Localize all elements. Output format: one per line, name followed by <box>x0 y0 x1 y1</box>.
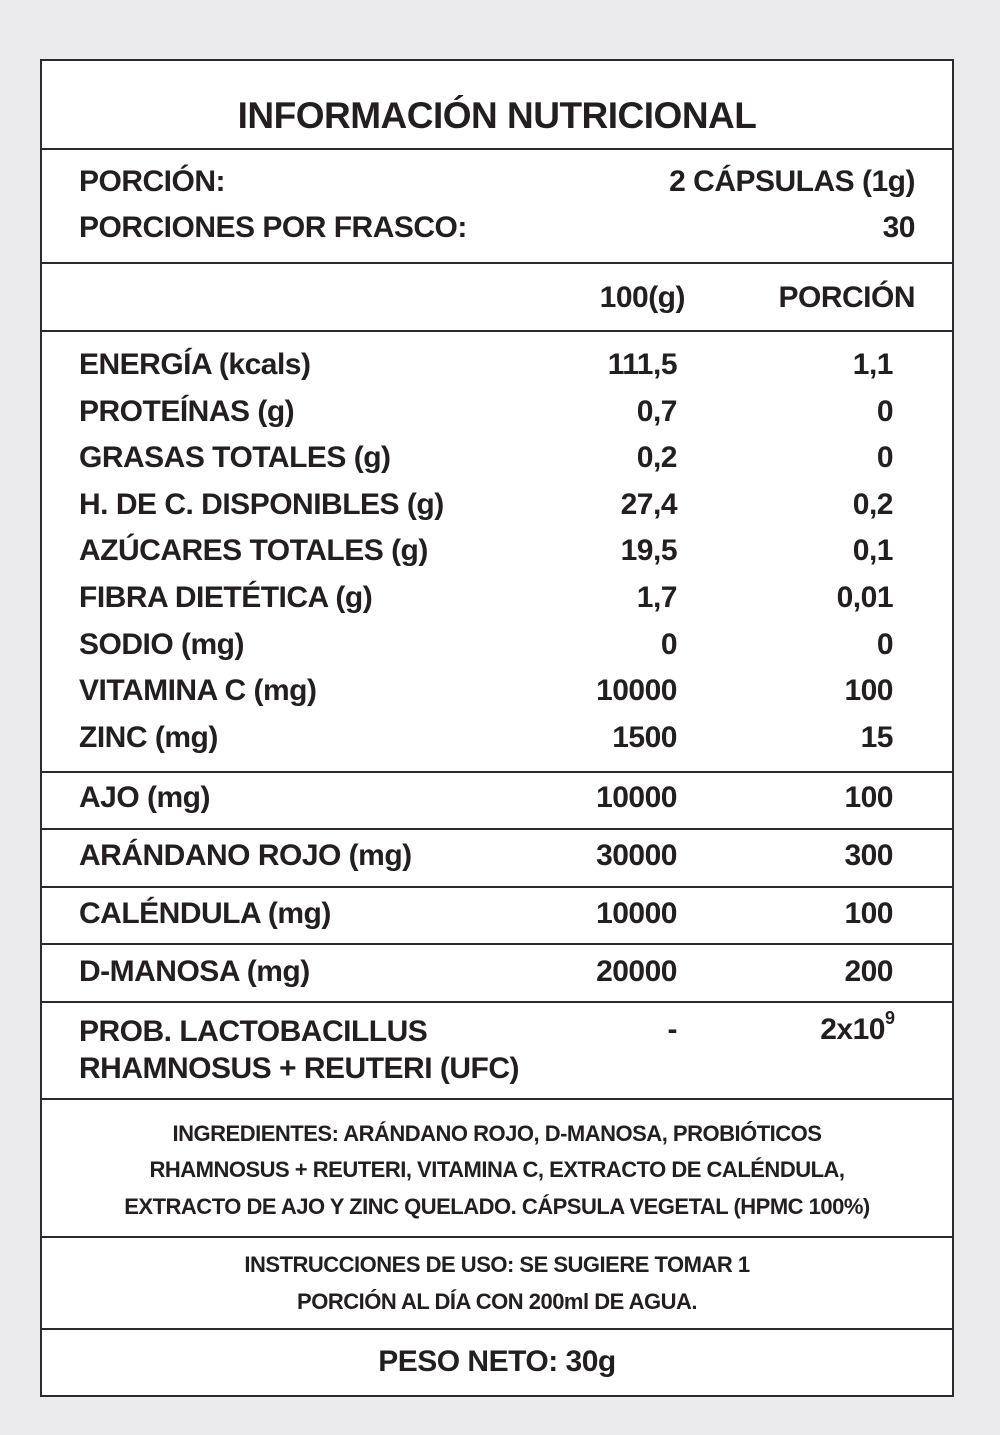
ingredient-name: CALÉNDULA (mg) <box>79 897 331 930</box>
per-100g-value: 0,7 <box>636 394 678 428</box>
per-100g-value: 10000 <box>596 674 677 708</box>
nutrient-name: VITAMINA C (mg) <box>79 674 317 708</box>
nutrition-label: INFORMACIÓN NUTRICIONAL PORCIÓN: 2 CÁPSULA… <box>40 59 954 1397</box>
divider <box>42 1098 952 1100</box>
portion-value: 15 <box>860 720 894 754</box>
ingredients-line: RHAMNOSUS + REUTERI, VITAMINA C, EXTRACT… <box>149 1157 845 1183</box>
divider <box>42 771 952 773</box>
per-100g-value: 1500 <box>612 720 677 754</box>
title: INFORMACIÓN NUTRICIONAL <box>237 94 757 136</box>
serving-label: PORCIÓN: <box>79 165 226 198</box>
exponent: 9 <box>885 1008 895 1028</box>
ingredient-name: D-MANOSA (mg) <box>79 955 310 988</box>
nutrient-name: PROTEÍNAS (g) <box>79 394 295 428</box>
portion-value: 100 <box>844 897 893 930</box>
per-100g-value: 19,5 <box>620 534 678 568</box>
portion-value: 0 <box>876 394 894 428</box>
portion-value: 2x10 9 <box>820 1008 895 1046</box>
per-100g-value: 30000 <box>596 839 677 872</box>
serving-label: PORCIONES POR FRASCO: <box>79 211 467 244</box>
per-100g-value: 10000 <box>596 781 677 814</box>
probiotic-name: RHAMNOSUS + REUTERI (UFC) <box>79 1052 520 1085</box>
nutrient-name: AZÚCARES TOTALES (g) <box>79 534 428 568</box>
portion-value: 100 <box>844 781 893 814</box>
divider <box>42 262 952 264</box>
divider <box>42 148 952 150</box>
divider <box>42 886 952 888</box>
divider <box>42 1328 952 1330</box>
divider <box>42 943 952 945</box>
divider <box>42 1236 952 1238</box>
portion-value: 100 <box>844 674 893 708</box>
per-100g-value: 20000 <box>596 955 677 988</box>
per-100g-value: 0 <box>660 627 678 661</box>
serving-value: 30 <box>882 211 916 244</box>
instructions-line: PORCIÓN AL DÍA CON 200ml DE AGUA. <box>297 1288 697 1314</box>
divider <box>42 330 952 332</box>
column-header: PORCIÓN <box>778 281 915 314</box>
ingredient-name: AJO (mg) <box>79 781 211 814</box>
per-100g-value: 0,2 <box>636 441 678 475</box>
nutrient-name: FIBRA DIETÉTICA (g) <box>79 581 373 614</box>
portion-value: 1,1 <box>852 348 894 381</box>
nutrient-name: H. DE C. DISPONIBLES (g) <box>79 487 444 521</box>
per-100g-value: - <box>667 1013 678 1046</box>
per-100g-value: 1,7 <box>636 581 678 614</box>
nutrient-name: GRASAS TOTALES (g) <box>79 441 391 475</box>
divider <box>42 1001 952 1003</box>
portion-value: 300 <box>844 839 893 872</box>
nutrient-name: ENERGÍA (kcals) <box>79 348 311 381</box>
ingredient-name: ARÁNDANO ROJO (mg) <box>79 839 412 872</box>
portion-value: 0 <box>876 441 894 475</box>
per-100g-value: 111,5 <box>607 348 678 381</box>
nutrient-name: ZINC (mg) <box>79 720 218 754</box>
ingredients-line: EXTRACTO DE AJO Y ZINC QUELADO. CÁPSULA … <box>124 1193 870 1219</box>
nutrient-name: SODIO (mg) <box>79 627 245 661</box>
divider <box>42 828 952 830</box>
portion-value: 0 <box>876 627 894 661</box>
probiotic-name: PROB. LACTOBACILLUS <box>79 1015 428 1048</box>
per-100g-value: 27,4 <box>620 487 678 521</box>
portion-value: 0,01 <box>836 581 894 614</box>
portion-value: 0,2 <box>852 487 894 521</box>
portion-value: 200 <box>844 955 893 988</box>
serving-value: 2 CÁPSULAS (1g) <box>669 165 915 198</box>
ingredients-line: INGREDIENTES: ARÁNDANO ROJO, D-MANOSA, P… <box>172 1120 822 1146</box>
net-weight: PESO NETO: 30g <box>378 1345 616 1378</box>
column-header: 100(g) <box>599 281 686 314</box>
instructions-line: INSTRUCCIONES DE USO: SE SUGIERE TOMAR 1 <box>244 1251 750 1277</box>
per-100g-value: 10000 <box>596 897 677 930</box>
portion-value: 0,1 <box>852 534 894 568</box>
